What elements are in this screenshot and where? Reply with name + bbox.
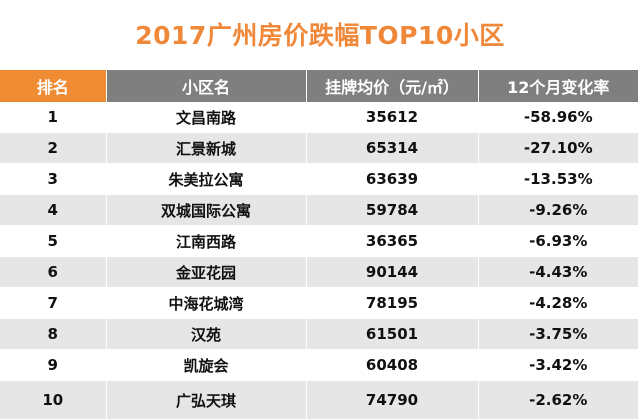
- change-rate-cell: -58.96%: [478, 102, 638, 133]
- change-rate-cell: -13.53%: [478, 163, 638, 195]
- chart-title: 2017广州房价跌幅TOP10小区: [135, 21, 505, 50]
- ranking-table: 排名 小区名 挂牌均价（元/㎡） 12个月变化率 1 文昌南路 35612 -5…: [0, 70, 638, 420]
- community-name-cell: 江南西路: [106, 225, 307, 257]
- header-change-rate: 12个月变化率: [478, 70, 638, 102]
- rank-cell: 2: [0, 132, 107, 164]
- community-name-cell: 广弘天琪: [106, 380, 307, 420]
- change-rate-cell: -3.75%: [478, 318, 638, 350]
- community-name-cell: 中海花城湾: [106, 287, 307, 319]
- change-rate-cell: -4.43%: [478, 256, 638, 288]
- table-row: 4 双城国际公寓 59784 -9.26%: [0, 194, 638, 226]
- table-row: 7 中海花城湾 78195 -4.28%: [0, 287, 638, 319]
- community-name-cell: 朱美拉公寓: [106, 163, 307, 195]
- avg-price-cell: 65314: [306, 132, 479, 164]
- community-name-cell: 汇景新城: [106, 132, 307, 164]
- table-row: 9 凯旋会 60408 -3.42%: [0, 349, 638, 381]
- rank-cell: 5: [0, 225, 107, 257]
- community-name-cell: 汉苑: [106, 318, 307, 350]
- change-rate-cell: -9.26%: [478, 194, 638, 226]
- table-row: 1 文昌南路 35612 -58.96%: [0, 102, 638, 133]
- table-header-row: 排名 小区名 挂牌均价（元/㎡） 12个月变化率: [0, 70, 638, 102]
- avg-price-cell: 35612: [306, 102, 479, 133]
- avg-price-cell: 90144: [306, 256, 479, 288]
- change-rate-cell: -3.42%: [478, 349, 638, 381]
- change-rate-cell: -27.10%: [478, 132, 638, 164]
- community-name-cell: 文昌南路: [106, 102, 307, 133]
- rank-cell: 4: [0, 194, 107, 226]
- table-row: 2 汇景新城 65314 -27.10%: [0, 132, 638, 164]
- change-rate-cell: -6.93%: [478, 225, 638, 257]
- table-row: 6 金亚花园 90144 -4.43%: [0, 256, 638, 288]
- change-rate-cell: -4.28%: [478, 287, 638, 319]
- community-name-cell: 凯旋会: [106, 349, 307, 381]
- change-rate-cell: -2.62%: [478, 380, 638, 420]
- rank-cell: 10: [0, 380, 107, 420]
- rank-cell: 3: [0, 163, 107, 195]
- table-row: 5 江南西路 36365 -6.93%: [0, 225, 638, 257]
- table-row: 3 朱美拉公寓 63639 -13.53%: [0, 163, 638, 195]
- avg-price-cell: 61501: [306, 318, 479, 350]
- avg-price-cell: 60408: [306, 349, 479, 381]
- avg-price-cell: 36365: [306, 225, 479, 257]
- avg-price-cell: 63639: [306, 163, 479, 195]
- rank-cell: 9: [0, 349, 107, 381]
- header-avg-price: 挂牌均价（元/㎡）: [306, 70, 479, 102]
- rank-cell: 6: [0, 256, 107, 288]
- table-row: 10 广弘天琪 74790 -2.62%: [0, 380, 638, 420]
- table-row: 8 汉苑 61501 -3.75%: [0, 318, 638, 350]
- avg-price-cell: 59784: [306, 194, 479, 226]
- community-name-cell: 双城国际公寓: [106, 194, 307, 226]
- rank-cell: 7: [0, 287, 107, 319]
- header-rank: 排名: [0, 70, 107, 102]
- avg-price-cell: 78195: [306, 287, 479, 319]
- community-name-cell: 金亚花园: [106, 256, 307, 288]
- avg-price-cell: 74790: [306, 380, 479, 420]
- rank-cell: 1: [0, 102, 107, 133]
- rank-cell: 8: [0, 318, 107, 350]
- header-community-name: 小区名: [106, 70, 307, 102]
